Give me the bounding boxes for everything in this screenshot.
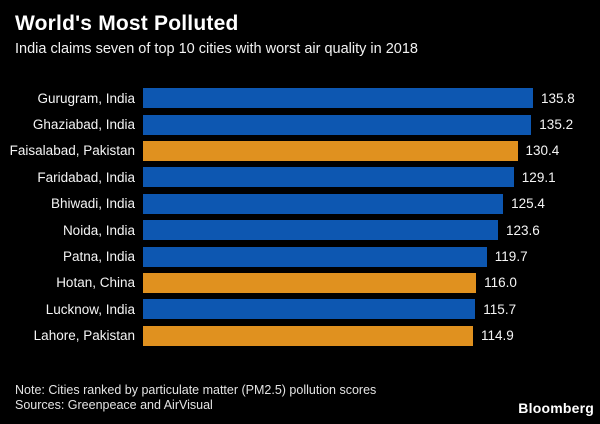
bar-label: Faisalabad, Pakistan <box>9 143 135 159</box>
bar-value: 119.7 <box>494 249 528 265</box>
chart-header: World's Most Polluted India claims seven… <box>15 11 585 59</box>
bar <box>143 220 498 241</box>
bar-label: Ghaziabad, India <box>32 117 135 133</box>
bar-value: 125.4 <box>511 196 545 212</box>
bar <box>143 246 487 267</box>
bar <box>143 272 477 293</box>
bar-row: Faisalabad, Pakistan 130.4 <box>0 138 600 164</box>
footer-notes: Note: Cities ranked by particulate matte… <box>15 383 376 412</box>
bar <box>143 325 473 346</box>
note-line: Note: Cities ranked by particulate matte… <box>15 383 377 397</box>
chart-title: World's Most Polluted <box>15 12 239 35</box>
bar-value: 130.4 <box>525 143 560 159</box>
bar-row: Ghaziabad, India 135.2 <box>0 111 600 137</box>
chart-subtitle: India claims seven of top 10 cities with… <box>15 41 418 57</box>
sources-line: Sources: Greenpeace and AirVisual <box>15 397 213 412</box>
bar <box>143 88 533 109</box>
bar-row: Gurugram, India 135.8 <box>0 85 600 111</box>
bar-label: Faridabad, India <box>37 169 135 185</box>
bar-label: Bhiwadi, India <box>50 196 135 212</box>
bar <box>143 299 476 320</box>
bar-value: 115.7 <box>483 301 517 317</box>
bar-value: 123.6 <box>506 222 540 238</box>
bar-label: Hotan, China <box>56 275 135 291</box>
bar-label: Noida, India <box>62 222 135 238</box>
bloomberg-logo: Bloomberg <box>518 400 594 416</box>
bar-row: Noida, India 123.6 <box>0 217 600 243</box>
bar <box>143 193 504 214</box>
bar-row: Patna, India 119.7 <box>0 243 600 269</box>
bar-row: Hotan, China 116.0 <box>0 270 600 296</box>
bar-label: Lucknow, India <box>45 301 135 317</box>
bar-label: Patna, India <box>62 249 135 265</box>
bar <box>143 114 532 135</box>
bar-row: Bhiwadi, India 125.4 <box>0 191 600 217</box>
bar-label: Lahore, Pakistan <box>33 328 135 344</box>
bar-value: 129.1 <box>521 169 556 185</box>
bar-value: 114.9 <box>481 328 514 344</box>
bar-chart: Gurugram, India 135.8 Ghaziabad, India 1… <box>0 85 600 349</box>
bar <box>143 140 518 161</box>
bar <box>143 167 514 188</box>
bar-value: 135.2 <box>539 117 574 133</box>
bar-label: Gurugram, India <box>37 90 135 106</box>
bar-row: Faridabad, India 129.1 <box>0 164 600 190</box>
bar-row: Lahore, Pakistan 114.9 <box>0 323 600 349</box>
bar-row: Lucknow, India 115.7 <box>0 296 600 322</box>
bar-value: 116.0 <box>484 275 517 291</box>
bar-value: 135.8 <box>541 90 575 106</box>
